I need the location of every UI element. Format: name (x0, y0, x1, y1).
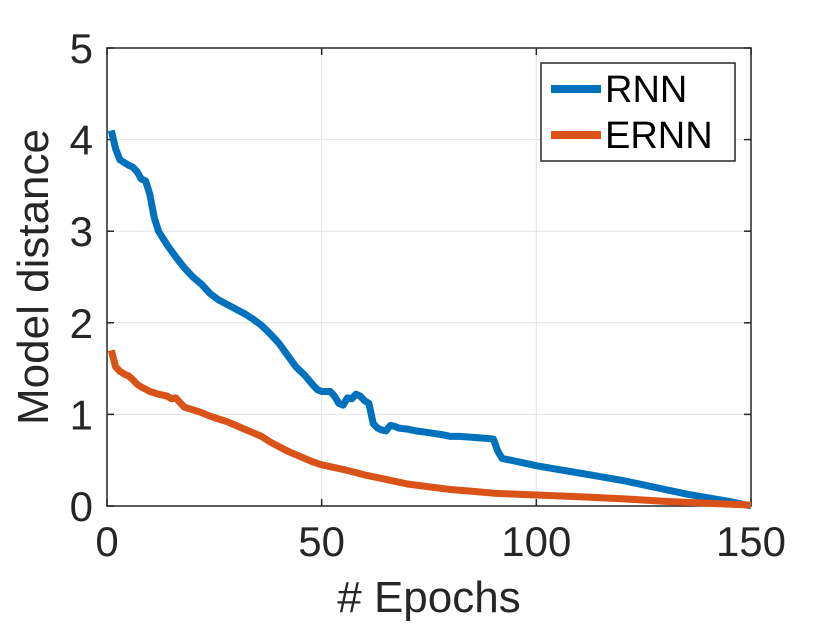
x-tick-label: 100 (501, 518, 571, 565)
series-line-rnn (107, 129, 752, 510)
x-tick-label: 150 (716, 518, 786, 565)
y-tick-label: 2 (70, 300, 93, 347)
x-tick-label: 50 (298, 518, 345, 565)
series-layer (107, 129, 752, 510)
y-tick-label: 4 (70, 117, 93, 164)
legend-box (540, 62, 736, 162)
y-tick-label: 5 (70, 25, 93, 72)
axes: 0 50 100 150 0 1 2 3 4 5 (70, 25, 786, 565)
legend-label-rnn: RNN (605, 69, 687, 111)
y-tick-label: 3 (70, 208, 93, 255)
x-tick-label: 0 (95, 518, 118, 565)
y-tick-label: 0 (70, 483, 93, 530)
legend-label-ernn: ERNN (605, 115, 713, 157)
series-line-ernn (107, 349, 752, 509)
y-axis-label: Model distance (9, 129, 58, 425)
plot-frame (106, 47, 752, 507)
x-axis-label: # Epochs (337, 573, 520, 622)
y-tick-label: 1 (70, 391, 93, 438)
